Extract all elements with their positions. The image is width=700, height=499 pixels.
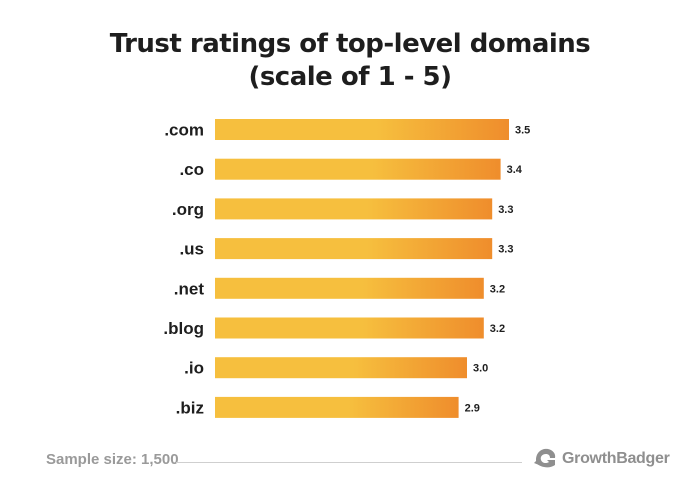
category-label: .co bbox=[179, 160, 204, 179]
value-label: 3.3 bbox=[498, 204, 513, 216]
category-label: .io bbox=[184, 359, 204, 378]
brand-logo: GrowthBadger bbox=[533, 446, 670, 472]
bar-chart: .com 3.5 .co 3.4 .org 3.3 .us 3.3 .net 3.2 .blog 3.… bbox=[163, 119, 530, 418]
chart-title-line-2: (scale of 1 - 5) bbox=[248, 62, 452, 92]
category-label: .blog bbox=[163, 319, 204, 338]
bar bbox=[215, 198, 493, 220]
value-label: 3.4 bbox=[507, 164, 523, 176]
bar bbox=[215, 396, 459, 418]
sample-size-note: Sample size: 1,500 bbox=[46, 451, 179, 468]
sample-size-value: 1,500 bbox=[141, 451, 179, 468]
footer-divider bbox=[176, 462, 522, 463]
bar bbox=[215, 277, 484, 299]
bar bbox=[215, 119, 509, 140]
brand-name: GrowthBadger bbox=[562, 450, 670, 467]
category-label: .org bbox=[172, 200, 204, 219]
value-label: 2.9 bbox=[465, 402, 480, 414]
chart-title: Trust ratings of top-level domains (scal… bbox=[0, 28, 700, 94]
bar bbox=[215, 357, 467, 379]
category-label: .com bbox=[164, 121, 204, 140]
category-label: .biz bbox=[176, 398, 204, 417]
bar bbox=[215, 317, 484, 339]
value-label: 3.2 bbox=[490, 323, 505, 335]
value-label: 3.2 bbox=[490, 283, 505, 295]
bar bbox=[215, 158, 501, 180]
sample-size-label: Sample size: bbox=[46, 451, 137, 468]
category-label: .us bbox=[179, 240, 204, 259]
chart-title-line-1: Trust ratings of top-level domains bbox=[109, 29, 591, 59]
value-label: 3.5 bbox=[515, 125, 530, 137]
badger-logo-icon bbox=[533, 446, 559, 473]
category-label: .net bbox=[174, 279, 205, 298]
value-label: 3.3 bbox=[498, 244, 513, 256]
value-label: 3.0 bbox=[473, 363, 488, 375]
bar bbox=[215, 238, 493, 260]
